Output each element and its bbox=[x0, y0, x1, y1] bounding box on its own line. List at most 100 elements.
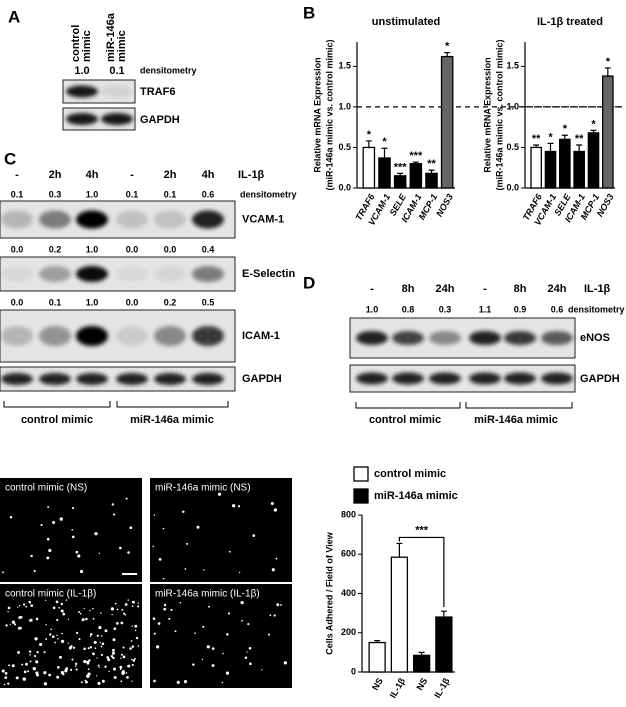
lane-label: - bbox=[130, 169, 134, 181]
cell-dot bbox=[135, 636, 139, 640]
bar bbox=[425, 172, 438, 189]
cell-dot bbox=[153, 679, 156, 683]
y-tick-label: 0.5 bbox=[338, 142, 351, 152]
blot-band bbox=[154, 210, 186, 229]
cell-dot bbox=[134, 624, 138, 628]
cell-dot bbox=[55, 600, 59, 604]
cell-dot bbox=[89, 646, 93, 649]
bar bbox=[435, 616, 453, 673]
cell-dot bbox=[45, 623, 47, 626]
blot-band bbox=[1, 210, 33, 229]
lane-label: 24h bbox=[436, 283, 455, 295]
blot-band bbox=[66, 85, 98, 98]
cell-dot bbox=[43, 651, 46, 654]
x-tick-label: NS bbox=[414, 676, 429, 692]
y-axis-label: (miR-146a mimic vs. control mimic) bbox=[324, 39, 334, 190]
blot-band bbox=[192, 266, 224, 282]
cell-dot bbox=[89, 610, 91, 612]
cell-dot bbox=[111, 648, 115, 652]
densitometry-label: densitometry bbox=[568, 304, 625, 314]
cell-dot bbox=[174, 630, 177, 633]
cell-dot bbox=[40, 523, 43, 527]
blot bbox=[0, 309, 236, 363]
cell-dot bbox=[79, 612, 82, 615]
cell-dot bbox=[28, 619, 32, 622]
cell-dot bbox=[94, 532, 98, 536]
cell-dot bbox=[124, 603, 128, 606]
cell-dot bbox=[88, 659, 91, 662]
cell-dot bbox=[98, 552, 100, 554]
densitometry-value: 0.0 bbox=[126, 244, 139, 254]
column-label: mimic bbox=[81, 30, 93, 62]
blot-label: GAPDH bbox=[242, 373, 282, 385]
x-tick-label: IL-1β bbox=[432, 676, 452, 700]
cell-dot bbox=[127, 551, 130, 554]
significance-label: * bbox=[606, 56, 611, 68]
blot bbox=[62, 107, 136, 131]
significance-label: * bbox=[563, 123, 568, 135]
cell-dot bbox=[67, 618, 70, 620]
cell-dot bbox=[126, 676, 129, 679]
error-bar bbox=[396, 542, 403, 558]
group-bracket bbox=[355, 402, 461, 409]
blot-band bbox=[429, 331, 461, 345]
blot-band bbox=[76, 326, 108, 346]
error-bar bbox=[418, 651, 425, 656]
densitometry-value: 1.0 bbox=[86, 189, 99, 199]
blot-band bbox=[541, 372, 573, 385]
error-bar bbox=[381, 147, 388, 158]
error-bar bbox=[533, 144, 540, 148]
blot bbox=[0, 256, 236, 292]
cell-dot bbox=[8, 664, 10, 667]
column-label: mimic bbox=[116, 30, 128, 62]
group-label: control mimic bbox=[369, 414, 441, 426]
cell-dot bbox=[59, 655, 62, 659]
cell-dot bbox=[60, 602, 64, 606]
blot-band bbox=[101, 85, 133, 98]
legend-swatch bbox=[353, 466, 369, 482]
cell-dot bbox=[100, 653, 103, 657]
blot-band bbox=[392, 372, 424, 385]
panel-letter: C bbox=[4, 149, 16, 168]
panel-letter: B bbox=[303, 3, 315, 22]
cell-dot bbox=[5, 624, 8, 627]
cell-dot bbox=[100, 612, 102, 614]
blot-band bbox=[541, 331, 573, 345]
cell-dot bbox=[3, 683, 6, 686]
cell-dot bbox=[104, 629, 108, 633]
cell-dot bbox=[52, 520, 56, 525]
cell-dot bbox=[104, 665, 107, 668]
error-bar bbox=[444, 51, 451, 57]
cell-dot bbox=[131, 680, 133, 682]
legend-swatch bbox=[353, 488, 369, 504]
densitometry-value: 0.3 bbox=[49, 189, 62, 199]
cell-dot bbox=[269, 614, 272, 617]
y-tick-label: 0.0 bbox=[338, 182, 351, 192]
cell-dot bbox=[283, 661, 287, 665]
cell-dot bbox=[75, 668, 78, 671]
cell-dot bbox=[75, 631, 79, 635]
cell-dot bbox=[163, 607, 167, 611]
blot bbox=[0, 366, 236, 392]
significance-label: *** bbox=[409, 150, 423, 162]
blot-band bbox=[1, 266, 33, 282]
cell-dot bbox=[131, 663, 134, 667]
cell-dot bbox=[21, 663, 24, 666]
panel-letter: D bbox=[303, 273, 315, 292]
cell-dot bbox=[28, 600, 31, 604]
blot-band bbox=[39, 373, 71, 385]
cell-dot bbox=[270, 501, 274, 505]
cell-dot bbox=[122, 612, 125, 615]
cell-dot bbox=[68, 646, 72, 650]
cell-dot bbox=[94, 647, 97, 650]
cell-dot bbox=[275, 557, 278, 560]
cell-dot bbox=[228, 550, 231, 553]
cell-dot bbox=[36, 650, 39, 654]
cell-dot bbox=[2, 571, 4, 574]
cell-dot bbox=[110, 655, 114, 658]
y-axis-label: Cells Adhered / Field of View bbox=[324, 531, 334, 655]
lane-label: 2h bbox=[49, 169, 62, 181]
cell-dot bbox=[106, 656, 110, 659]
cell-dot bbox=[276, 603, 280, 607]
cell-dot bbox=[71, 658, 74, 661]
